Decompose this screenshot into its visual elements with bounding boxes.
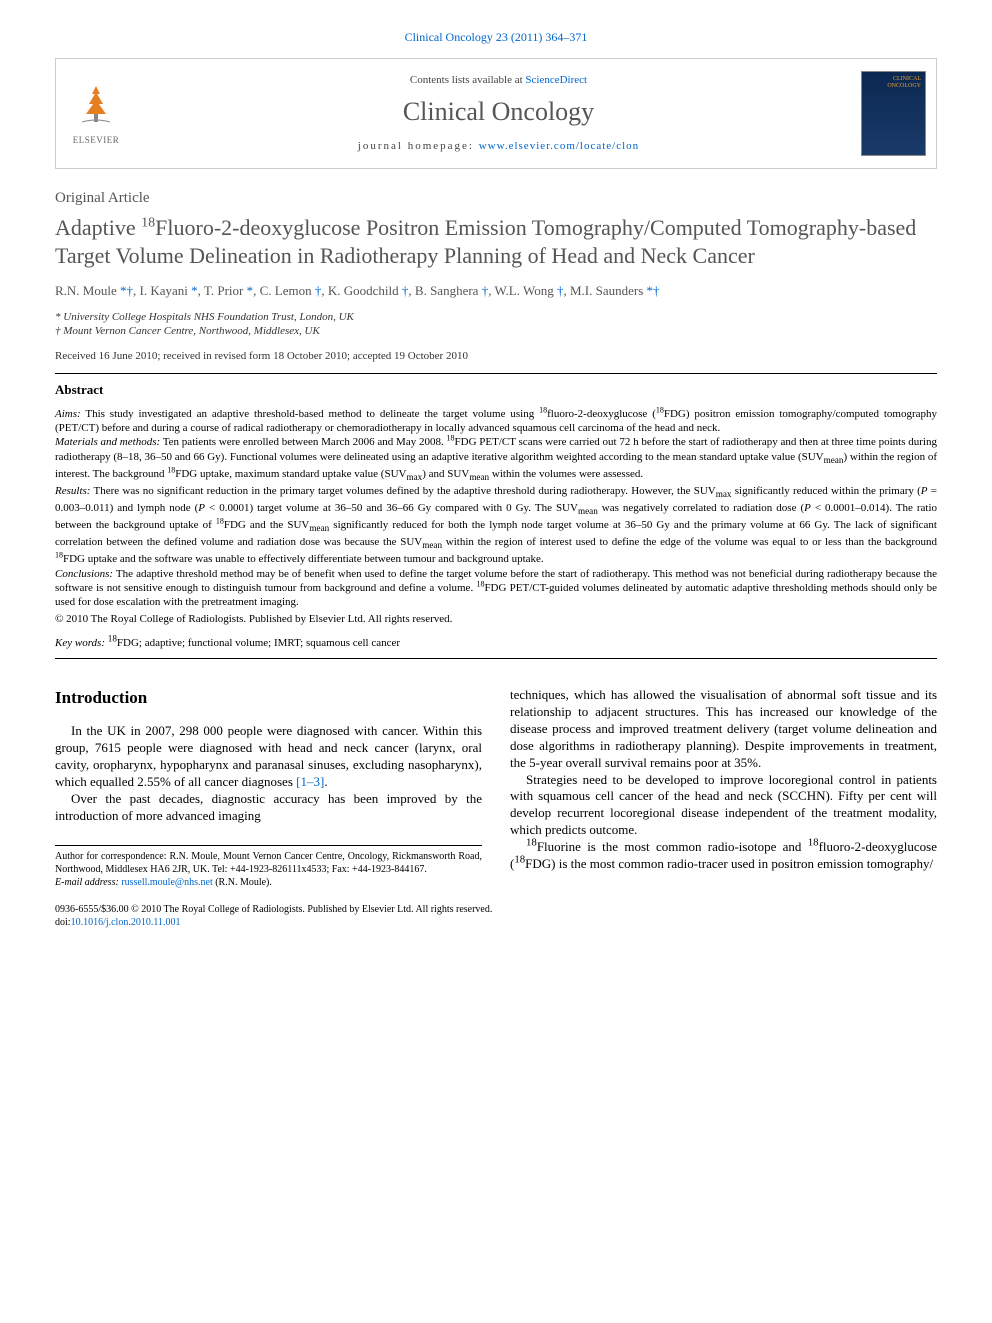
doi-link[interactable]: 10.1016/j.clon.2010.11.001 bbox=[71, 917, 181, 928]
contents-available: Contents lists available at ScienceDirec… bbox=[136, 73, 861, 87]
corr-email-link[interactable]: russell.moule@nhs.net bbox=[121, 877, 212, 888]
article-dates: Received 16 June 2010; received in revis… bbox=[55, 349, 937, 363]
email-label: E-mail address: bbox=[55, 877, 119, 888]
conclusions-label: Conclusions: bbox=[55, 568, 113, 580]
p5-sup2: 18 bbox=[808, 837, 819, 849]
affiliation-dagger: † Mount Vernon Cancer Centre, Northwood,… bbox=[55, 324, 937, 338]
results-label: Results: bbox=[55, 485, 90, 497]
article-type: Original Article bbox=[55, 189, 937, 209]
p5-sup3: 18 bbox=[514, 854, 525, 866]
sciencedirect-link[interactable]: ScienceDirect bbox=[525, 74, 587, 86]
journal-header: ELSEVIER Contents lists available at Sci… bbox=[55, 58, 937, 169]
author-affil-link[interactable]: † bbox=[315, 283, 322, 298]
intro-p4: Strategies need to be developed to impro… bbox=[510, 772, 937, 840]
conclusions-text: The adaptive threshold method may be of … bbox=[55, 568, 937, 609]
correspondence-footnote: Author for correspondence: R.N. Moule, M… bbox=[55, 845, 482, 889]
abstract-aims: Aims: This study investigated an adaptiv… bbox=[55, 407, 937, 436]
abstract-body: Aims: This study investigated an adaptiv… bbox=[55, 407, 937, 626]
intro-p5: 18Fluorine is the most common radio-isot… bbox=[510, 839, 937, 873]
divider bbox=[55, 373, 937, 374]
elsevier-tree-icon bbox=[72, 80, 120, 128]
affiliation-star: * University College Hospitals NHS Found… bbox=[55, 310, 937, 324]
homepage-prefix: journal homepage: bbox=[358, 140, 479, 152]
abstract-copyright: © 2010 The Royal College of Radiologists… bbox=[55, 612, 937, 626]
author-affil-link[interactable]: † bbox=[557, 283, 564, 298]
title-pre: Adaptive bbox=[55, 215, 141, 240]
contents-prefix: Contents lists available at bbox=[410, 74, 525, 86]
journal-reference: Clinical Oncology 23 (2011) 364–371 bbox=[55, 30, 937, 46]
right-column: techniques, which has allowed the visual… bbox=[510, 687, 937, 888]
footer-copyright: 0936-6555/$36.00 © 2010 The Royal Colleg… bbox=[55, 904, 492, 915]
header-center: Contents lists available at ScienceDirec… bbox=[136, 73, 861, 153]
elsevier-label: ELSEVIER bbox=[66, 135, 126, 147]
left-column: Introduction In the UK in 2007, 298 000 … bbox=[55, 687, 482, 888]
abstract-results: Results: There was no significant reduct… bbox=[55, 484, 937, 567]
author-affil-link[interactable]: * bbox=[191, 283, 198, 298]
p5-end: FDG) is the most common radio-tracer use… bbox=[525, 856, 933, 871]
results-text: There was no significant reduction in th… bbox=[55, 485, 937, 565]
affiliations: * University College Hospitals NHS Found… bbox=[55, 310, 937, 339]
author-list: R.N. Moule *†, I. Kayani *, T. Prior *, … bbox=[55, 283, 937, 300]
authors-text: R.N. Moule *†, I. Kayani *, T. Prior *, … bbox=[55, 283, 660, 298]
intro-p1: In the UK in 2007, 298 000 people were d… bbox=[55, 723, 482, 791]
divider bbox=[55, 658, 937, 659]
intro-p2: Over the past decades, diagnostic accura… bbox=[55, 791, 482, 825]
citation-link[interactable]: [1–3] bbox=[296, 774, 324, 789]
aims-label: Aims: bbox=[55, 408, 81, 420]
p5-sup1: 18 bbox=[526, 837, 537, 849]
aims-text: This study investigated an adaptive thre… bbox=[55, 408, 937, 434]
author-affil-link[interactable]: † bbox=[127, 283, 134, 298]
author-affil-link[interactable]: * bbox=[247, 283, 254, 298]
intro-heading: Introduction bbox=[55, 687, 482, 709]
author-affil-link[interactable]: † bbox=[653, 283, 660, 298]
body-columns: Introduction In the UK in 2007, 298 000 … bbox=[55, 687, 937, 888]
abstract-methods: Materials and methods: Ten patients were… bbox=[55, 435, 937, 484]
p1-text: In the UK in 2007, 298 000 people were d… bbox=[55, 723, 482, 789]
mm-label: Materials and methods: bbox=[55, 436, 160, 448]
title-rest: Fluoro-2-deoxyglucose Positron Emission … bbox=[55, 215, 916, 268]
journal-cover-thumbnail: CLINICAL ONCOLOGY bbox=[861, 71, 926, 156]
email-suffix: (R.N. Moule). bbox=[213, 877, 272, 888]
article-title: Adaptive 18Fluoro-2-deoxyglucose Positro… bbox=[55, 214, 937, 269]
abstract-conclusions: Conclusions: The adaptive threshold meth… bbox=[55, 567, 937, 610]
journal-title: Clinical Oncology bbox=[136, 95, 861, 129]
elsevier-logo: ELSEVIER bbox=[56, 80, 136, 146]
corr-label: Author for correspondence: bbox=[55, 851, 170, 862]
p5-mid1: Fluorine is the most common radio-isotop… bbox=[537, 839, 808, 854]
page-footer: 0936-6555/$36.00 © 2010 The Royal Colleg… bbox=[55, 903, 937, 929]
keywords-text: 18FDG; adaptive; functional volume; IMRT… bbox=[105, 637, 400, 649]
doi-label: doi: bbox=[55, 917, 71, 928]
cover-label: CLINICAL ONCOLOGY bbox=[862, 76, 921, 92]
author-affil-link[interactable]: † bbox=[402, 283, 409, 298]
author-affil-link[interactable]: † bbox=[482, 283, 489, 298]
intro-p3: techniques, which has allowed the visual… bbox=[510, 687, 937, 771]
mm-text: Ten patients were enrolled between March… bbox=[55, 436, 937, 479]
p1-end: . bbox=[324, 774, 327, 789]
abstract-heading: Abstract bbox=[55, 382, 937, 399]
keywords-label: Key words: bbox=[55, 637, 105, 649]
title-sup: 18 bbox=[141, 216, 155, 231]
homepage-link[interactable]: www.elsevier.com/locate/clon bbox=[479, 140, 639, 152]
journal-homepage: journal homepage: www.elsevier.com/locat… bbox=[136, 139, 861, 153]
keywords: Key words: 18FDG; adaptive; functional v… bbox=[55, 636, 937, 650]
